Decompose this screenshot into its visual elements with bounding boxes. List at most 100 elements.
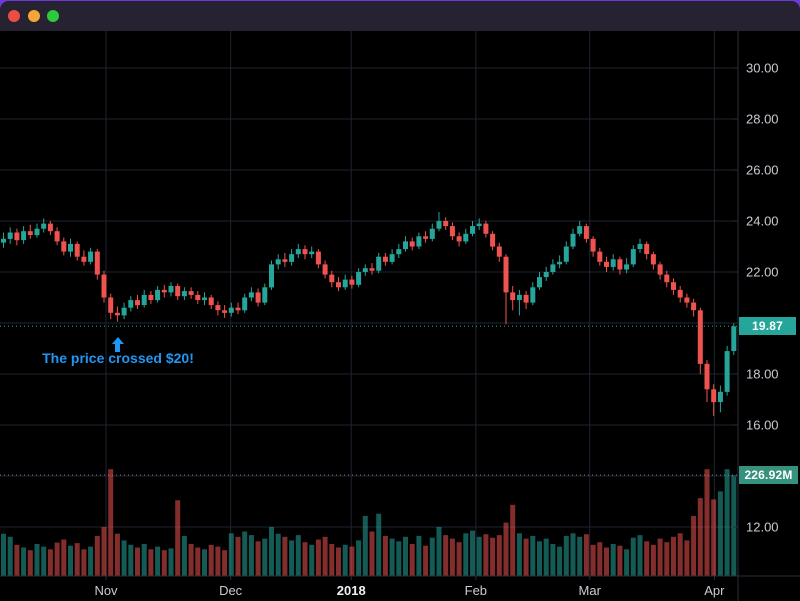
volume-bar xyxy=(222,550,228,576)
candle-body xyxy=(135,300,140,306)
volume-bar xyxy=(175,500,181,576)
price-axis[interactable] xyxy=(738,31,800,576)
candle-body xyxy=(563,246,569,262)
candle-body xyxy=(570,233,576,247)
volume-bar xyxy=(423,545,429,576)
candle-body xyxy=(516,294,522,300)
candle-body xyxy=(188,291,194,295)
volume-bar xyxy=(21,547,27,576)
volume-bar xyxy=(47,549,53,576)
candle-body xyxy=(74,243,80,257)
price-tick-label: 12.00 xyxy=(746,520,779,535)
volume-bar xyxy=(463,533,469,576)
price-tick-label: 22.00 xyxy=(746,265,779,280)
candle-body xyxy=(429,228,435,239)
candle-body xyxy=(423,236,429,239)
minimize-button[interactable] xyxy=(28,10,40,22)
volume-bar xyxy=(141,544,147,576)
candle-body xyxy=(530,287,536,303)
volume-bar xyxy=(724,469,730,576)
candle-body xyxy=(47,223,53,232)
volume-bar xyxy=(255,541,261,576)
volume-bar xyxy=(583,534,589,576)
candle-body xyxy=(456,236,462,242)
chart-pane[interactable] xyxy=(0,31,738,576)
candle-body xyxy=(68,243,73,252)
time-axis[interactable] xyxy=(0,576,800,601)
window-titlebar[interactable] xyxy=(0,1,800,31)
up-arrow-icon xyxy=(111,337,124,352)
candle-body xyxy=(282,259,288,262)
volume-bar xyxy=(476,536,482,576)
candle-body xyxy=(342,279,348,288)
last-price-badge: 19.87 xyxy=(739,317,796,335)
volume-series xyxy=(1,469,737,576)
candle-body xyxy=(630,249,636,265)
candle-body xyxy=(470,226,475,234)
candle-body xyxy=(691,302,697,311)
price-tick-label: 16.00 xyxy=(746,418,779,433)
volume-bar xyxy=(74,543,80,576)
volume-bar xyxy=(161,550,167,576)
candle-body xyxy=(356,272,362,285)
candle-body xyxy=(684,297,690,303)
volume-bar xyxy=(396,541,402,576)
candle-body xyxy=(349,279,355,285)
candle-body xyxy=(81,256,87,262)
candle-body xyxy=(496,246,502,257)
time-tick-label: 2018 xyxy=(337,583,366,598)
candle-body xyxy=(483,223,489,234)
volume-bar xyxy=(711,499,717,576)
volume-bar xyxy=(597,542,603,576)
volume-bar xyxy=(443,535,449,576)
volume-bar xyxy=(68,545,73,576)
candle-body xyxy=(711,389,717,403)
candle-body xyxy=(14,232,20,241)
volume-bar xyxy=(34,544,40,576)
volume-bar xyxy=(336,547,341,576)
last-volume-badge: 226.92M xyxy=(739,466,798,484)
volume-bar xyxy=(14,544,20,576)
candle-body xyxy=(617,259,623,270)
price-axis-labels: 30.00 28.00 26.00 24.00 22.00 18.00 16.00 12.00 xyxy=(733,61,779,535)
zoom-button[interactable] xyxy=(47,10,59,22)
candle-body xyxy=(644,243,650,255)
candle-body xyxy=(202,297,207,301)
candle-body xyxy=(262,287,268,303)
volume-bar xyxy=(617,545,623,576)
volume-bar xyxy=(376,513,382,576)
time-tick-label: Nov xyxy=(94,583,118,598)
candle-body xyxy=(315,251,321,265)
volume-bar xyxy=(570,533,576,576)
candle-body xyxy=(1,238,6,243)
candle-body xyxy=(389,254,395,262)
volume-bar xyxy=(717,491,723,576)
volume-bar xyxy=(7,536,13,576)
time-tick-label: Mar xyxy=(579,583,602,598)
candle-body xyxy=(21,231,27,241)
candle-body xyxy=(416,236,422,247)
price-tick-label: 24.00 xyxy=(746,214,779,229)
candle-body xyxy=(114,312,120,316)
candle-body xyxy=(369,268,375,271)
volume-bar xyxy=(664,542,670,576)
candle-body xyxy=(215,305,221,311)
volume-bar xyxy=(650,544,656,576)
candle-body xyxy=(175,286,181,297)
price-cross-annotation: The price crossed $20! xyxy=(42,350,194,366)
close-button[interactable] xyxy=(8,10,20,22)
candle-body xyxy=(88,251,94,262)
volume-bar xyxy=(148,549,154,576)
candle-body xyxy=(195,294,201,300)
candle-body xyxy=(322,264,328,275)
candle-body xyxy=(604,261,609,267)
volume-bar xyxy=(416,535,422,576)
volume-bar xyxy=(470,530,475,576)
candle-body xyxy=(583,226,589,239)
candle-body xyxy=(181,291,187,297)
candle-body xyxy=(329,274,335,283)
volume-bar xyxy=(577,536,583,576)
volume-bar xyxy=(403,536,408,576)
volume-bar xyxy=(704,469,710,576)
volume-bar xyxy=(671,536,676,576)
